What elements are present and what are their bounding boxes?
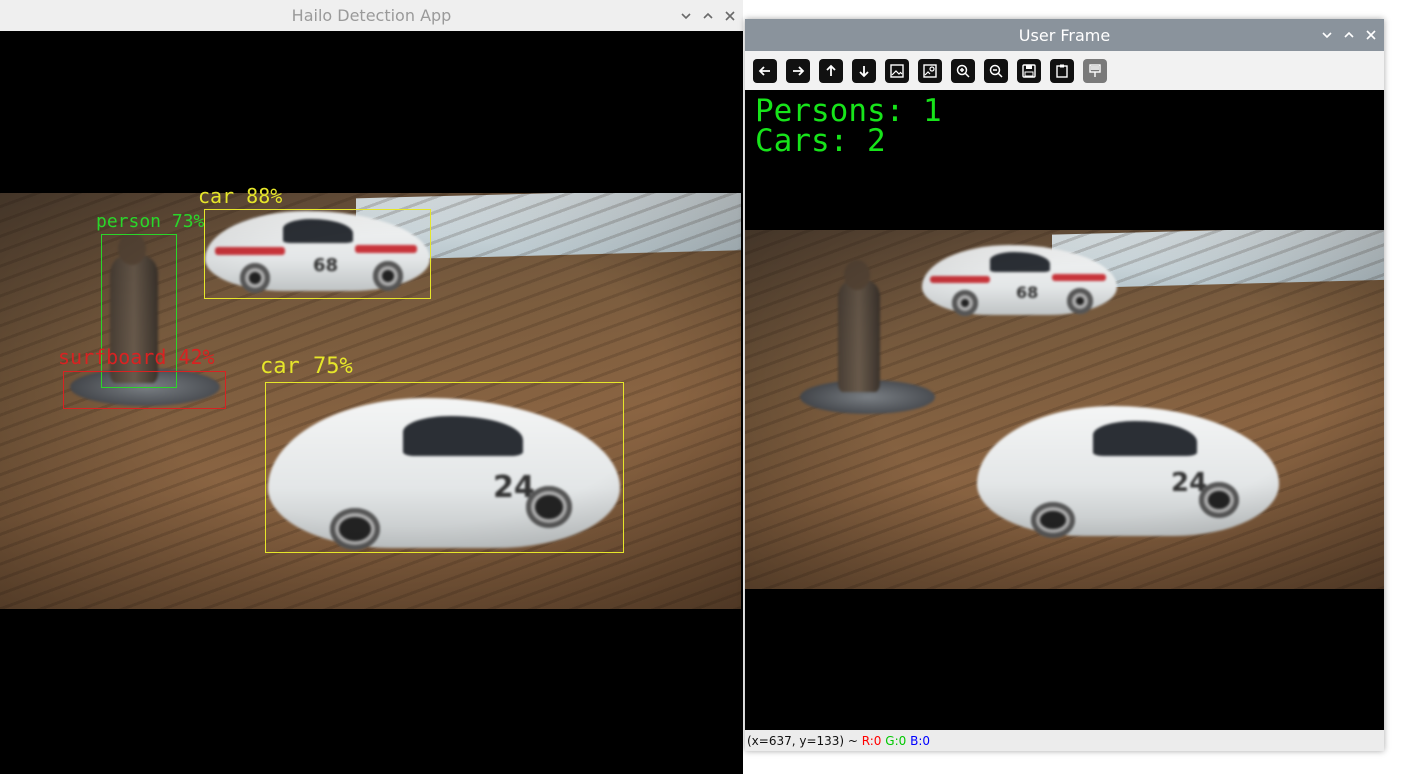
- chevron-up-icon[interactable]: [699, 7, 717, 25]
- user-frame-titlebar[interactable]: User Frame: [745, 19, 1384, 51]
- arrow-right-icon[interactable]: [786, 58, 810, 83]
- detection-video-frame: 68 24 car 88% person 73% surfboard 42% c…: [0, 31, 741, 774]
- pixel-green-value: G:0: [885, 733, 907, 748]
- close-icon[interactable]: [1362, 26, 1380, 44]
- clipboard-icon[interactable]: [1050, 58, 1074, 83]
- chevron-down-icon[interactable]: [1318, 26, 1336, 44]
- properties-icon[interactable]: [1083, 58, 1107, 83]
- arrow-left-icon[interactable]: [753, 58, 777, 83]
- detection-box-car: [265, 382, 624, 553]
- user-frame-image: Persons: 1 Cars: 2 68 24: [745, 90, 1384, 730]
- image-toolbar: [745, 51, 1384, 90]
- toy-car-24: 24: [977, 406, 1279, 538]
- cursor-coordinates: (x=637, y=133) ~: [747, 733, 862, 748]
- toy-car-68: 68: [205, 211, 430, 293]
- arrow-up-icon[interactable]: [819, 58, 843, 83]
- detection-box-surfboard: [63, 371, 226, 409]
- detection-label: surfboard 42%: [58, 345, 215, 369]
- window-title: Hailo Detection App: [291, 6, 452, 25]
- figurine-person: [800, 260, 935, 420]
- camera-image: 68 24: [0, 193, 741, 609]
- detection-label: car 88%: [198, 184, 283, 208]
- image-settings-icon[interactable]: [918, 58, 942, 83]
- arrow-down-icon[interactable]: [852, 58, 876, 83]
- persons-count-text: Persons: 1: [755, 93, 942, 129]
- status-bar: (x=637, y=133) ~ R:0 G:0 B:0: [745, 730, 1384, 751]
- user-frame-window[interactable]: User Frame: [745, 19, 1384, 751]
- image-icon[interactable]: [885, 58, 909, 83]
- pixel-red-value: R:0: [861, 733, 882, 748]
- toy-car-24: 24: [268, 398, 620, 550]
- window-title: User Frame: [1018, 25, 1111, 45]
- zoom-out-icon[interactable]: [984, 58, 1008, 83]
- detection-label: car 75%: [260, 354, 353, 379]
- save-icon[interactable]: [1017, 58, 1041, 83]
- detection-box-person: [101, 234, 177, 388]
- hailo-titlebar[interactable]: Hailo Detection App: [0, 0, 743, 31]
- toy-car-68: 68: [922, 245, 1117, 316]
- zoom-in-icon[interactable]: [951, 58, 975, 83]
- cars-count-text: Cars: 2: [755, 123, 886, 159]
- hailo-detection-window[interactable]: Hailo Detection App: [0, 0, 743, 774]
- chevron-up-icon[interactable]: [1340, 26, 1358, 44]
- close-icon[interactable]: [721, 7, 739, 25]
- chevron-down-icon[interactable]: [677, 7, 695, 25]
- pixel-blue-value: B:0: [910, 733, 931, 748]
- camera-image: 68 24: [745, 230, 1384, 589]
- detection-box-car: [204, 209, 431, 299]
- figurine-person: [70, 233, 220, 413]
- detection-label: person 73%: [96, 211, 205, 232]
